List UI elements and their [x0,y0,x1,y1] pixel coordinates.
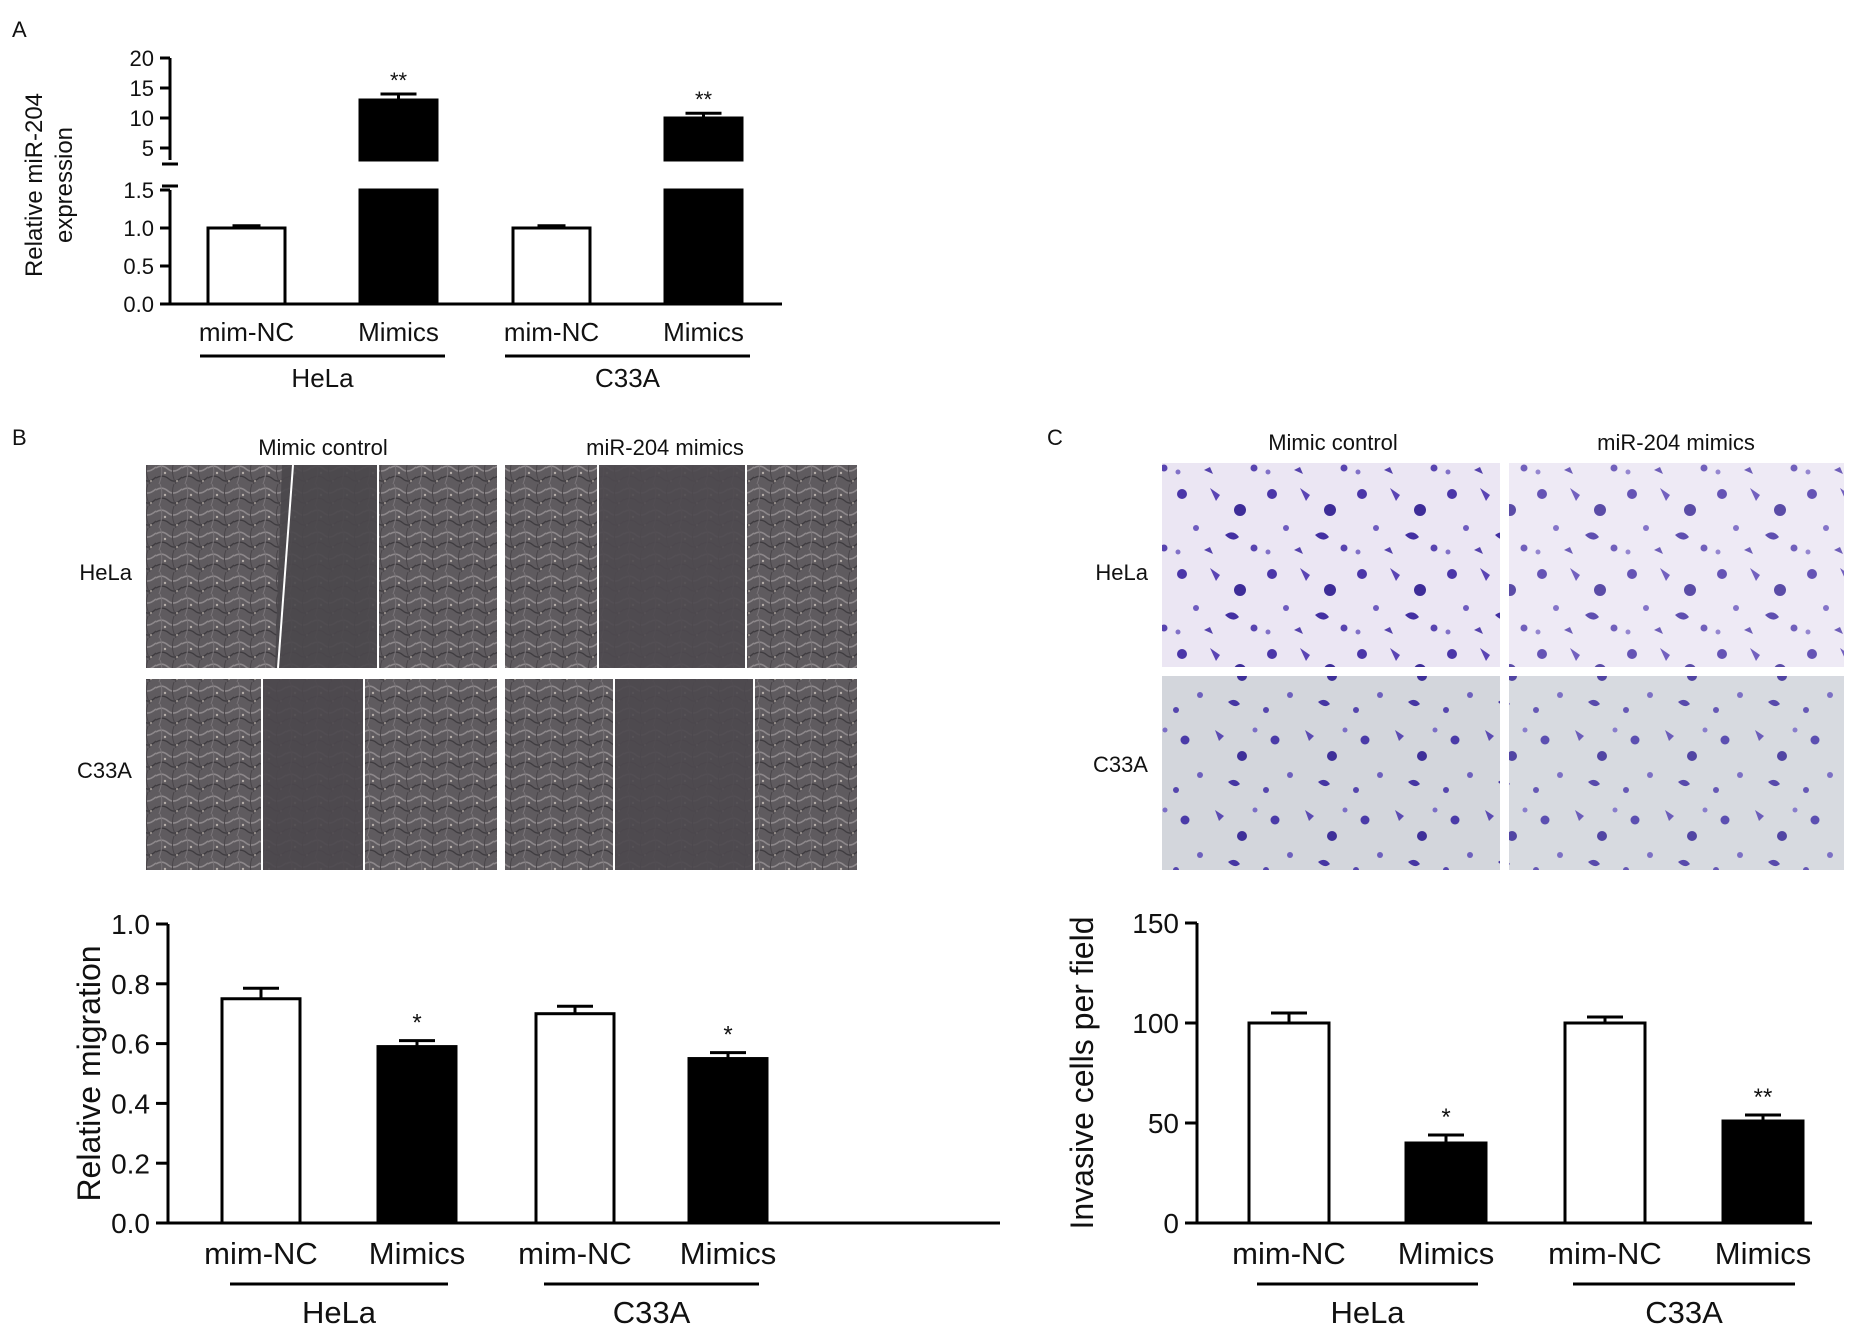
bar [1721,1119,1805,1225]
group-label: C33A [595,363,661,393]
y-tick-label: 0.6 [111,1029,150,1060]
group-label: C33A [1645,1295,1723,1328]
category-label: mim-NC [518,1236,632,1271]
y-tick-label: 5 [142,136,154,161]
significance-marker: ** [695,87,713,112]
y-axis-label: Invasive cells per field [1064,916,1100,1229]
category-label: Mimics [369,1236,465,1271]
bar-lower-segment [663,188,744,306]
micrograph-c-hela-control [1162,463,1500,667]
micrograph-c-row-label-hela: HeLa [1095,560,1148,585]
category-label: mim-NC [1232,1236,1346,1271]
micrograph-b-row-label-c33a: C33A [77,758,132,783]
y-tick-label: 0.0 [123,292,154,317]
significance-marker: * [723,1022,732,1049]
bar [1563,1021,1647,1225]
bar [1247,1021,1331,1225]
y-tick-label: 0.4 [111,1088,150,1119]
micrograph-b-col-label-control: Mimic control [258,435,388,460]
chart-a-expression: 0.0 0.5 1.0 1.5 5 10 15 20 Relative miR-204 expre… [21,46,782,393]
y-tick-label: 20 [130,46,154,71]
micrograph-grid-b: Mimic control miR-204 mimics HeLa C33A [77,435,857,870]
category-label: mim-NC [504,317,599,347]
category-label: Mimics [358,317,439,347]
y-tick-label: 1.0 [123,216,154,241]
bar [534,1012,616,1225]
category-label: mim-NC [199,317,294,347]
micrograph-c-c33a-mimics [1509,676,1844,870]
significance-marker: ** [390,68,408,93]
y-tick-label: 0.2 [111,1148,150,1179]
group-label: HeLa [1330,1295,1405,1328]
group-label: HeLa [291,363,354,393]
category-label: Mimics [1715,1236,1811,1271]
panel-letter-c: C [1047,425,1063,450]
micrograph-b-c33a-control [146,679,497,870]
micrograph-c-c33a-control [1162,676,1500,870]
y-tick-label: 150 [1132,908,1179,939]
micrograph-grid-c: Mimic control miR-204 mimics HeLa C33A [1093,430,1844,870]
bar [220,997,302,1225]
axis-break-marker [162,162,178,188]
bar-upper-segment [663,116,744,162]
group-label: C33A [613,1295,691,1328]
y-tick-label: 100 [1132,1008,1179,1039]
micrograph-b-row-label-hela: HeLa [79,560,132,585]
micrograph-b-col-label-mimics: miR-204 mimics [586,435,744,460]
y-tick-label: 1.5 [123,178,154,203]
micrograph-c-hela-mimics [1509,463,1844,667]
micrograph-c-col-label-control: Mimic control [1268,430,1398,455]
y-tick-label: 0.8 [111,969,150,1000]
bar [511,226,592,306]
y-axis-label: expression [51,127,78,243]
significance-marker: ** [1754,1084,1773,1111]
category-label: mim-NC [204,1236,318,1271]
y-tick-label: 50 [1148,1108,1179,1139]
significance-marker: * [1441,1104,1450,1131]
y-tick-label: 0 [1163,1208,1179,1239]
y-tick-label: 10 [130,106,154,131]
y-axis-label: Relative migration [71,945,107,1201]
panel-letter-b: B [12,425,27,450]
bar [1404,1141,1488,1225]
category-label: mim-NC [1548,1236,1662,1271]
category-label: Mimics [680,1236,776,1271]
bar [206,226,287,306]
significance-marker: * [412,1010,421,1037]
group-label: HeLa [302,1295,377,1328]
y-tick-label: 15 [130,76,154,101]
y-tick-label: 0.0 [111,1208,150,1239]
category-label: Mimics [1398,1236,1494,1271]
y-axis-label: Relative miR-204 [21,93,48,277]
chart-c-invasion: 0 50 100 150 Invasive cells per field mim-NC *… [1064,908,1812,1328]
category-label: Mimics [663,317,744,347]
y-tick-label: 1.0 [111,909,150,940]
micrograph-b-hela-mimics [505,465,857,668]
panel-letter-a: A [12,17,27,42]
bar [376,1045,458,1225]
micrograph-b-c33a-mimics [505,679,857,870]
micrograph-b-hela-control [146,464,497,669]
bar-upper-segment [358,98,439,162]
bar-lower-segment [358,188,439,306]
y-tick-label: 0.5 [123,254,154,279]
bar [687,1057,769,1225]
micrograph-c-col-label-mimics: miR-204 mimics [1597,430,1755,455]
micrograph-c-row-label-c33a: C33A [1093,752,1148,777]
